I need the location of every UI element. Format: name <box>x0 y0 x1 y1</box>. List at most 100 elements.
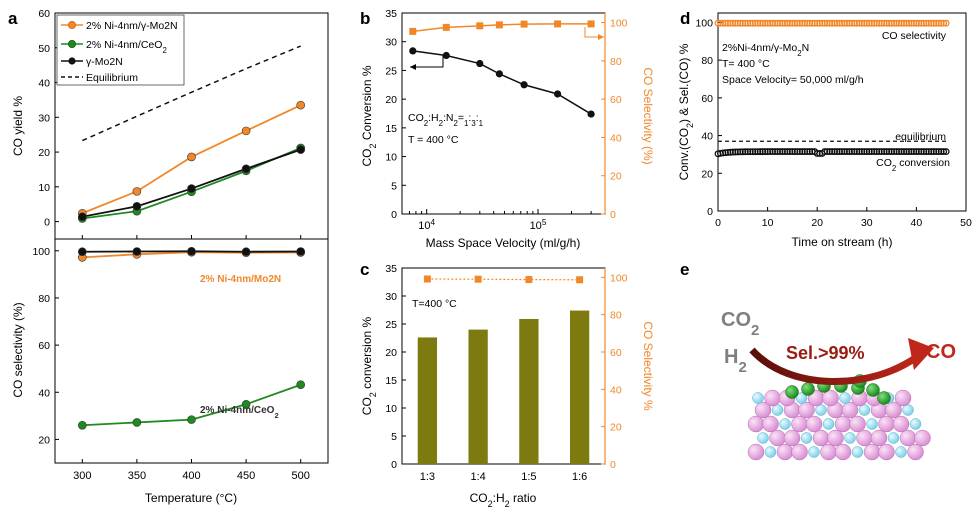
panel-a-x-tick-label: 450 <box>237 470 255 482</box>
panel-a-lower-y-tick-label: 60 <box>38 340 50 352</box>
panel-b-ylabel-left: CO2 Conversion % <box>360 65 378 166</box>
panel-c-yl-tick-label: 25 <box>385 319 397 331</box>
panel-c-x-tick-label: 1:4 <box>470 471 485 483</box>
data-point-lower-black <box>187 246 196 256</box>
panel-d-y-tick-label: 60 <box>701 93 713 105</box>
data-point-lower-green <box>78 420 87 430</box>
panel-c-yl-tick-label: 0 <box>391 459 397 471</box>
panel-b-point-orange <box>442 23 450 31</box>
scheme-co: CO <box>926 341 956 363</box>
mo-atom <box>878 443 895 461</box>
mo-atom <box>822 389 839 407</box>
panel-c-ylabel-left: CO2 conversion % <box>360 316 378 415</box>
mo-atom <box>747 415 765 433</box>
data-point-black <box>78 212 87 222</box>
panel-d-annotation-catalyst: 2%Ni-4nm/γ-Mo2N <box>722 42 809 58</box>
panel-b-yl-tick-label: 15 <box>385 123 397 135</box>
panel-label-b: b <box>360 9 370 28</box>
panel-b-point-black <box>587 110 595 118</box>
legend-entry-mo2n: γ-Mo2N <box>61 56 123 68</box>
panel-a-y-tick-label: 50 <box>38 43 50 55</box>
nitrogen-atom <box>800 432 813 444</box>
panel-b-yl-tick-label: 0 <box>391 209 397 221</box>
panel-d-annotation-velocity: Space Velocity= 50,000 ml/g/h <box>722 74 864 86</box>
nitrogen-atom <box>764 446 777 458</box>
panel-a-lower-y-tick-label: 40 <box>38 387 50 399</box>
reaction-arrow <box>749 347 921 385</box>
panel-c-yl-tick-label: 35 <box>385 263 397 275</box>
panel-d-label-selectivity: CO selectivity <box>882 30 947 42</box>
panel-c-selectivity-point <box>576 276 584 284</box>
panel-c-selectivity-point <box>474 275 482 283</box>
nitrogen-atom <box>839 392 851 404</box>
mo-atom <box>899 429 917 447</box>
mo-atom <box>827 429 844 447</box>
panel-b-point-black <box>553 90 562 98</box>
mo-atom <box>892 415 910 433</box>
panel-a-y-tick-label: 40 <box>38 78 50 90</box>
panel-d-conversion-point <box>940 148 948 156</box>
mo-atom <box>754 401 772 419</box>
panel-c-yr-tick-label: 0 <box>610 459 616 471</box>
panel-b-yl-tick-label: 5 <box>391 180 397 192</box>
panel-c-x-tick-label: 1:3 <box>420 471 435 483</box>
data-point-lower-green <box>296 380 306 390</box>
reaction-arrow-head <box>908 338 934 370</box>
panel-d-ylabel: Conv.(CO2) & Sel.(CO) % <box>677 43 695 180</box>
legend-label-ni-mo2n: 2% Ni-4nm/γ-Mo2N <box>86 20 178 32</box>
data-point-orange <box>296 100 306 110</box>
panel-d-y-tick-label: 20 <box>701 168 713 180</box>
legend-entry-ni-mo2n: 2% Ni-4nm/γ-Mo2N <box>61 20 178 32</box>
panel-a-y-tick-label: 30 <box>38 112 50 124</box>
panel-b-xlabel: Mass Space Velocity (ml/g/h) <box>426 236 581 250</box>
nitrogen-atom <box>757 432 769 444</box>
nitrogen-atom <box>909 418 922 430</box>
panel-c-selectivity-point <box>423 275 431 283</box>
panel-b-ylabel-right: CO Selectivity (%) <box>641 67 655 164</box>
panel-b-right-arrow <box>584 27 604 38</box>
mo-atom <box>834 415 852 433</box>
mo-atom <box>834 443 852 461</box>
data-point-orange <box>241 126 251 136</box>
panel-b-point-orange <box>587 20 595 28</box>
panel-c: 0 5 10 15 20 25 30 35 0 20 40 60 80 100 1:3 1:4 1:5 1:6 C… <box>360 263 655 509</box>
panel-d-selectivity-point <box>942 19 950 27</box>
panel-a-y-tick-label: 60 <box>38 8 50 20</box>
panel-b-yr-tick-label: 0 <box>610 209 616 221</box>
panel-label-d: d <box>680 9 690 28</box>
panel-d-conversion-point <box>942 148 950 156</box>
panel-d-y-tick-label: 80 <box>701 55 713 67</box>
mo-atom <box>856 429 873 447</box>
panel-b-series-black <box>412 50 592 115</box>
panel-c-yl-tick-label: 15 <box>385 375 397 387</box>
bar-co2-conversion <box>519 318 539 464</box>
mo-atom <box>820 443 837 461</box>
panel-a-y-tick-label: 10 <box>38 182 50 194</box>
panel-b-x-tick-label: 104 <box>418 218 435 233</box>
panel-b-x-tick-label: 105 <box>530 218 547 233</box>
panel-b-yl-tick-label: 25 <box>385 65 397 77</box>
nitrogen-atom <box>752 392 764 404</box>
mo-atom <box>841 401 859 419</box>
data-point-lower-black <box>78 247 87 257</box>
mo-atom <box>870 429 888 447</box>
legend-entry-ni-ceo2: 2% Ni-4nm/CeO2 <box>61 39 167 55</box>
panel-b-yr-tick-label: 80 <box>610 56 622 68</box>
panel-c-yr-tick-label: 80 <box>610 310 622 322</box>
data-point-black <box>296 145 306 154</box>
mo-atom <box>769 429 786 447</box>
legend-box <box>56 14 185 86</box>
mo-atom <box>791 415 808 433</box>
panel-d-y-tick-label: 40 <box>701 131 713 143</box>
mo-atom <box>805 415 823 433</box>
ni-atom <box>785 385 799 399</box>
legend-label-ni-ceo2: 2% Ni-4nm/CeO2 <box>86 39 167 55</box>
panel-a-xlabel: Temperature (°C) <box>145 491 237 505</box>
panel-b-yr-tick-label: 40 <box>610 132 622 144</box>
panel-c-ylabel-right: CO Selectivity % <box>641 321 655 411</box>
mo-atom <box>863 443 881 461</box>
panel-d-annotation-temp: T= 400 °C <box>722 58 770 70</box>
panel-b-yl-tick-label: 10 <box>385 152 397 164</box>
nitrogen-atom <box>779 418 791 430</box>
mo-atom <box>747 443 765 461</box>
